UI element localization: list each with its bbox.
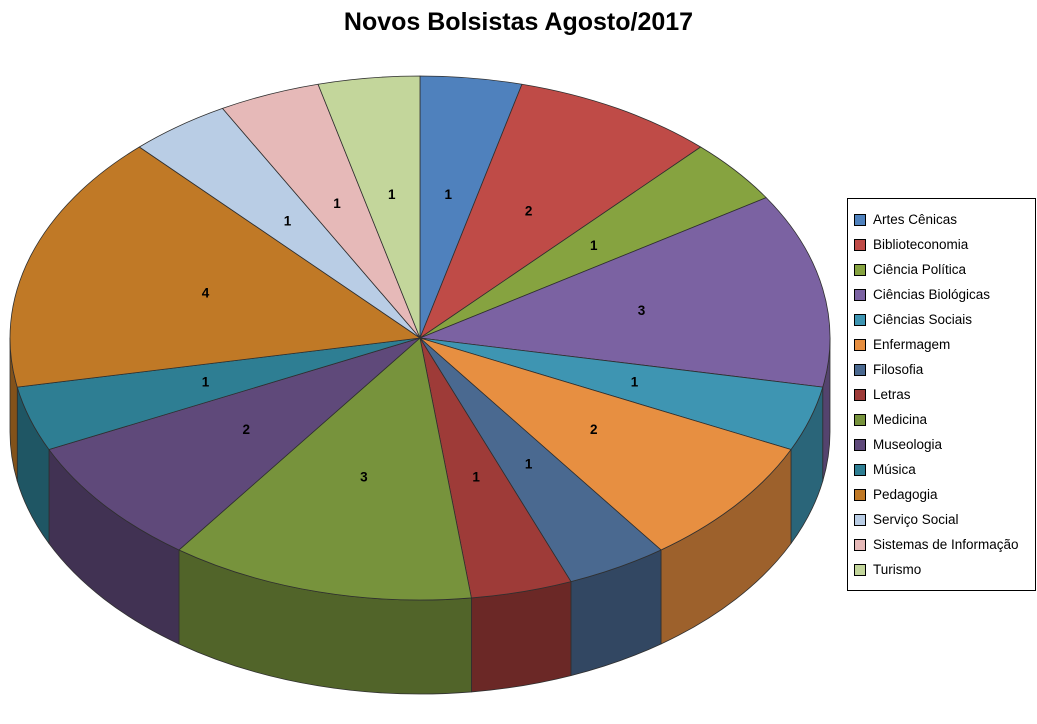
legend-label: Letras	[873, 387, 911, 402]
slice-value-label-filosofia: 1	[525, 456, 533, 471]
legend-item-turismo: Turismo	[854, 557, 1029, 582]
legend-swatch-artes-cenicas	[854, 213, 866, 226]
pie-slice-enfermagem	[419, 337, 792, 551]
pie-slice-medicina	[178, 337, 472, 601]
legend-swatch-ciencias-sociais	[854, 313, 866, 326]
slice-value-label-ciencia-politica: 1	[590, 238, 598, 253]
legend-label: Pedagogia	[873, 487, 938, 502]
legend-item-musica: Música	[854, 457, 1029, 482]
slice-value-label-letras: 1	[472, 470, 480, 485]
legend-swatch-sistemas-de-informacao	[854, 538, 866, 551]
legend-swatch-ciencias-biologicas	[854, 288, 866, 301]
legend-label: Filosofia	[873, 362, 924, 377]
legend-label: Ciência Política	[873, 262, 967, 277]
legend-item-enfermagem: Enfermagem	[854, 332, 1029, 357]
legend-swatch-turismo	[854, 563, 866, 576]
legend-item-biblioteconomia: Biblioteconomia	[854, 232, 1029, 257]
legend-label: Sistemas de Informação	[873, 537, 1019, 552]
legend-label: Biblioteconomia	[873, 237, 969, 252]
legend-item-ciencias-sociais: Ciências Sociais	[854, 307, 1029, 332]
pie-slice-museologia	[48, 337, 421, 551]
legend-item-ciencia-politica: Ciência Política	[854, 257, 1029, 282]
chart-legend: Artes Cênicas Biblioteconomia Ciência Polí…	[847, 198, 1036, 591]
pie-slice-turismo	[317, 75, 421, 339]
slice-value-label-museologia: 2	[242, 422, 250, 437]
legend-item-letras: Letras	[854, 382, 1029, 407]
legend-label: Turismo	[873, 562, 922, 577]
legend-label: Enfermagem	[873, 337, 951, 352]
slice-value-label-musica: 1	[202, 375, 210, 390]
slice-value-label-sistemas-de-informacao: 1	[333, 196, 341, 211]
legend-label: Medicina	[873, 412, 928, 427]
legend-item-museologia: Museologia	[854, 432, 1029, 457]
legend-swatch-enfermagem	[854, 338, 866, 351]
legend-swatch-biblioteconomia	[854, 238, 866, 251]
legend-item-pedagogia: Pedagogia	[854, 482, 1029, 507]
pie-slice-pedagogia	[9, 146, 421, 388]
legend-item-sistemas-de-informacao: Sistemas de Informação	[854, 532, 1029, 557]
slice-value-label-ciencias-biologicas: 3	[638, 303, 646, 318]
legend-label: Museologia	[873, 437, 943, 452]
chart-title: Novos Bolsistas Agosto/2017	[343, 8, 694, 36]
pie-slice-biblioteconomia	[419, 83, 702, 339]
legend-item-servico-social: Serviço Social	[854, 507, 1029, 532]
slice-value-label-enfermagem: 2	[590, 422, 598, 437]
legend-item-artes-cenicas: Artes Cênicas	[854, 207, 1029, 232]
legend-swatch-pedagogia	[854, 488, 866, 501]
slice-value-label-medicina: 3	[360, 470, 368, 485]
legend-swatch-letras	[854, 388, 866, 401]
legend-swatch-ciencia-politica	[854, 263, 866, 276]
legend-label: Música	[873, 462, 916, 477]
pie-slice-side-letras	[470, 581, 572, 693]
legend-label: Ciências Biológicas	[873, 287, 991, 302]
slice-value-label-ciencias-sociais: 1	[631, 375, 639, 390]
legend-swatch-medicina	[854, 413, 866, 426]
pie-slice-ciencias-biologicas	[419, 197, 831, 388]
slice-value-label-artes-cenicas: 1	[445, 187, 453, 202]
slice-value-label-servico-social: 1	[284, 213, 292, 228]
legend-label: Ciências Sociais	[873, 312, 973, 327]
legend-label: Serviço Social	[873, 512, 959, 527]
legend-item-ciencias-biologicas: Ciências Biológicas	[854, 282, 1029, 307]
legend-swatch-museologia	[854, 438, 866, 451]
legend-item-filosofia: Filosofia	[854, 357, 1029, 382]
slice-value-label-pedagogia: 4	[202, 285, 210, 300]
legend-swatch-musica	[854, 463, 866, 476]
slice-value-label-turismo: 1	[388, 187, 396, 202]
legend-label: Artes Cênicas	[873, 212, 958, 227]
legend-swatch-filosofia	[854, 363, 866, 376]
legend-swatch-servico-social	[854, 513, 866, 526]
legend-item-medicina: Medicina	[854, 407, 1029, 432]
slice-value-label-biblioteconomia: 2	[525, 204, 533, 219]
